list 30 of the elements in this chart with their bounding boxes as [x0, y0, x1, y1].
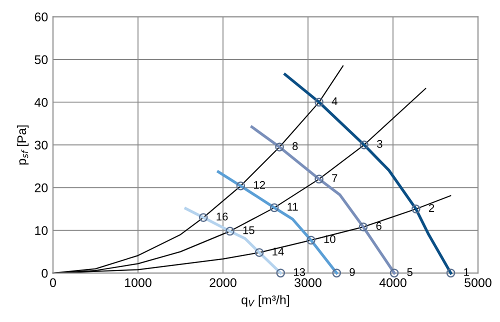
annotation: 14 [272, 248, 284, 256]
x-tick-label: 4000 [379, 278, 406, 288]
y-tick-label: 50 [34, 55, 48, 64]
y-tick-label: 40 [34, 98, 48, 107]
y-tick-label: 30 [34, 140, 48, 150]
y-axis-title: p$_{sf}$ [Pa] [16, 125, 29, 165]
annotation: 1 [464, 268, 469, 276]
annotation: 16 [216, 212, 228, 221]
y-tick-label: 10 [35, 226, 48, 235]
annotation: 13 [294, 268, 305, 276]
y-tick-label: 20 [34, 183, 48, 192]
annotation: 15 [243, 226, 254, 234]
annotation: 7 [332, 174, 338, 182]
annotation: 11 [288, 202, 298, 211]
annotation: 5 [407, 268, 412, 276]
annotation: 2 [429, 204, 434, 212]
x-tick-label: 2000 [210, 278, 236, 288]
x-tick-label: 5000 [464, 278, 492, 288]
y-tick-label: 0 [42, 268, 48, 278]
annotation: 9 [350, 268, 355, 276]
annotation: 12 [254, 181, 265, 189]
annotation: 8 [292, 142, 298, 150]
annotation: 6 [376, 222, 382, 230]
annotation: 3 [377, 140, 382, 148]
y-tick-label: 60 [34, 12, 48, 22]
x-axis-title: q$_{V}$ [m³/h] [242, 295, 289, 307]
x-tick-label: 1000 [125, 278, 152, 288]
x-tick-label: 0 [50, 278, 56, 288]
x-tick-label: 3000 [294, 278, 322, 288]
annotation: 4 [332, 97, 338, 106]
